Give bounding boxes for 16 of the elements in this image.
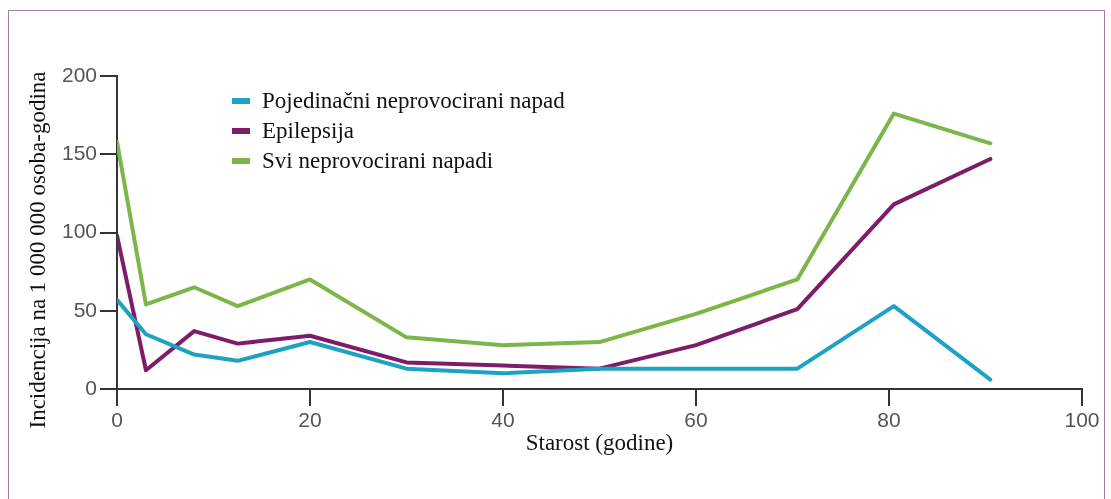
x-tick-label: 40 (491, 408, 515, 432)
y-tick-label: 50 (73, 297, 97, 321)
y-axis-title: Incidencija na 1 000 000 osoba-godina (25, 71, 51, 429)
legend-label: Epilepsija (262, 118, 354, 144)
x-tick-label: 0 (111, 408, 123, 432)
legend-label: Svi neprovocirani napadi (262, 148, 494, 174)
y-tick-label: 150 (61, 141, 97, 165)
x-tick-label: 20 (298, 408, 322, 432)
legend-label: Pojedinačni neprovocirani napad (262, 88, 566, 114)
y-tick-label: 0 (85, 375, 97, 399)
y-tick-label: 100 (61, 219, 97, 243)
x-axis-title: Starost (godine) (524, 430, 675, 456)
y-tick-label: 200 (61, 62, 97, 86)
x-tick-label: 60 (684, 408, 708, 432)
x-tick-label: 80 (877, 408, 901, 432)
x-tick-label: 100 (1064, 408, 1100, 432)
